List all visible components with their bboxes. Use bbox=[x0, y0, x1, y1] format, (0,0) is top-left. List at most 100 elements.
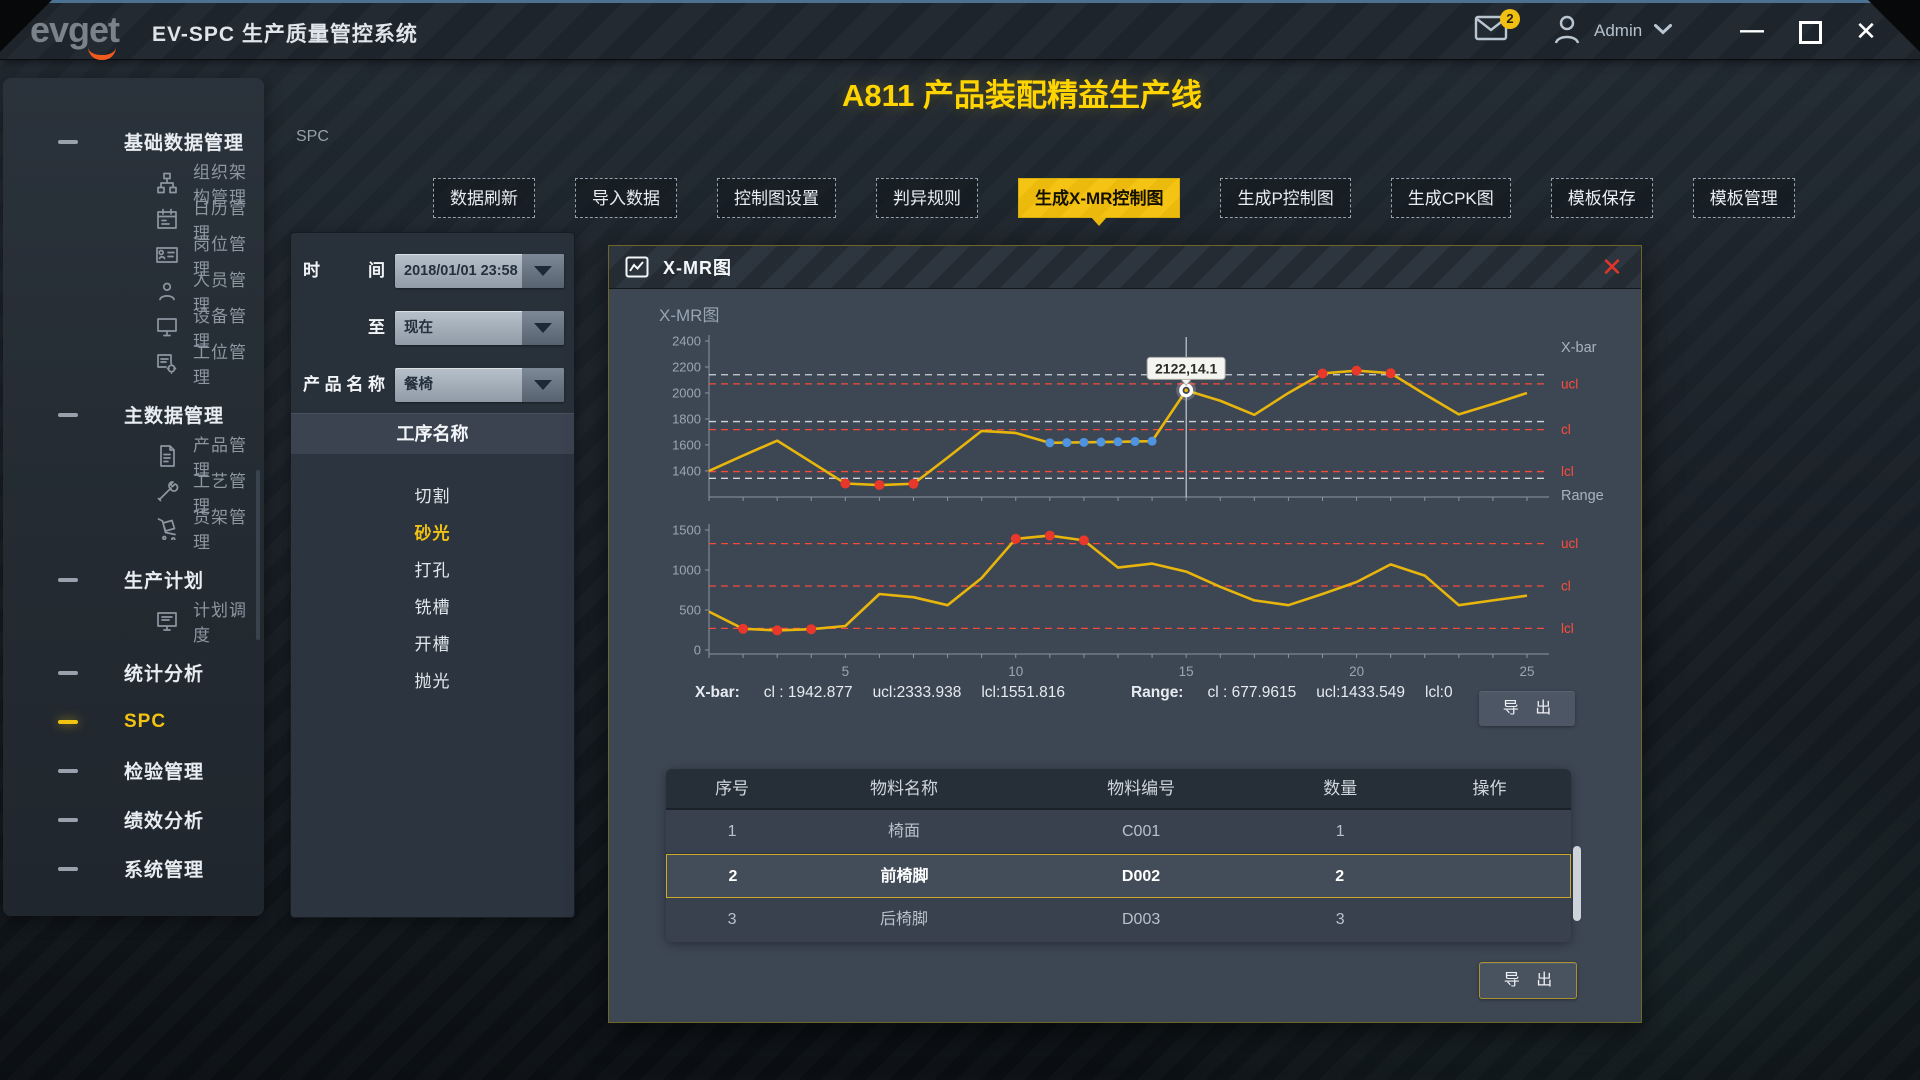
svg-text:15: 15 bbox=[1179, 664, 1194, 679]
svg-text:2122,14.1: 2122,14.1 bbox=[1155, 360, 1217, 376]
chart-icon bbox=[625, 256, 649, 278]
breadcrumb: SPC bbox=[296, 128, 329, 145]
mail-button[interactable]: 2 bbox=[1474, 9, 1520, 51]
sidebar-item[interactable]: 工位管理 bbox=[3, 343, 264, 387]
table-cell: 后椅脚 bbox=[880, 911, 929, 928]
user-menu[interactable]: Admin bbox=[1552, 11, 1673, 51]
section-dash-icon bbox=[58, 577, 78, 582]
sidebar-item[interactable]: 设备管理 bbox=[3, 307, 264, 351]
process-list-header: 工序名称 bbox=[291, 413, 574, 455]
process-item[interactable]: 抛光 bbox=[414, 672, 451, 691]
table-cell bbox=[1408, 810, 1571, 853]
rule-violation-point bbox=[1079, 437, 1089, 447]
toolbar-button[interactable]: 生成P控制图 bbox=[1220, 178, 1351, 218]
sidebar-item[interactable]: 货架管理 bbox=[3, 508, 264, 552]
toolbar-button[interactable]: 导入数据 bbox=[575, 178, 677, 218]
toolbar-button[interactable]: 判异规则 bbox=[876, 178, 978, 218]
sidebar-section-4[interactable]: 统计分析 bbox=[3, 649, 264, 696]
table-header-cell: 数量 bbox=[1323, 779, 1358, 798]
svg-text:0: 0 bbox=[694, 643, 701, 658]
section-label: 检验管理 bbox=[124, 762, 205, 783]
svg-text:ucl: ucl bbox=[1561, 376, 1578, 391]
sidebar-item[interactable]: 人员管理 bbox=[3, 271, 264, 315]
sidebar-item[interactable]: 组织架构管理 bbox=[3, 163, 264, 207]
out-of-control-point bbox=[840, 478, 851, 489]
export-chart-button[interactable]: 导 出 bbox=[1479, 691, 1575, 726]
table-cell: 1 bbox=[1335, 823, 1345, 840]
minimize-button[interactable]: — bbox=[1740, 17, 1764, 44]
sidebar-section-7[interactable]: 绩效分析 bbox=[3, 796, 264, 843]
svg-text:2400: 2400 bbox=[672, 334, 701, 349]
toolbar-button[interactable]: 模板管理 bbox=[1692, 178, 1795, 218]
product-label: 产品名称 bbox=[303, 375, 385, 394]
maximize-button[interactable] bbox=[1790, 11, 1830, 51]
trolley-icon bbox=[155, 516, 179, 542]
calendar-icon bbox=[155, 207, 179, 231]
process-item[interactable]: 铣槽 bbox=[414, 598, 451, 617]
time-to-select[interactable]: 现在 bbox=[395, 311, 564, 345]
toolbar-button[interactable]: 控制图设置 bbox=[717, 178, 836, 218]
xbar-ucl-value: ucl:2333.938 bbox=[872, 684, 962, 701]
sidebar-section-5[interactable]: SPC bbox=[3, 698, 264, 745]
sidebar-item[interactable]: 日历管理 bbox=[3, 199, 264, 243]
time-to-value: 现在 bbox=[404, 320, 433, 336]
table-scrollbar[interactable] bbox=[1573, 846, 1581, 921]
table-row[interactable]: 3 后椅脚 D003 3 bbox=[666, 898, 1571, 942]
dropdown-arrow-icon bbox=[522, 311, 564, 345]
table-cell: 2 bbox=[728, 868, 738, 885]
range-chart: 0 500 1000 1500 5 10 15 20 25 ucl cl lcl Range bbox=[672, 488, 1604, 679]
export-table-button[interactable]: 导 出 bbox=[1479, 962, 1577, 999]
time-from-select[interactable]: 2018/01/01 23:58:01 bbox=[395, 254, 564, 288]
sidebar-item[interactable]: 产品管理 bbox=[3, 436, 264, 480]
sidebar-item-label: 工艺管理 bbox=[193, 472, 247, 516]
process-item[interactable]: 切割 bbox=[414, 487, 451, 506]
xmr-control-chart[interactable]: 1400 1600 1800 2000 2200 2400 ucl cl lcl X-bar 212… bbox=[629, 324, 1623, 696]
svg-text:2200: 2200 bbox=[672, 359, 701, 374]
logo-swoosh-decoration bbox=[88, 47, 116, 60]
toolbar-button[interactable]: 模板保存 bbox=[1550, 178, 1653, 218]
process-item[interactable]: 开槽 bbox=[414, 635, 451, 654]
person-icon bbox=[155, 279, 179, 303]
x-bar-chart: 1400 1600 1800 2000 2200 2400 ucl cl lcl X-bar 212… bbox=[672, 334, 1597, 501]
rule-violation-point bbox=[1113, 437, 1123, 447]
toolbar-button[interactable]: 数据刷新 bbox=[433, 178, 535, 218]
process-item[interactable]: 打孔 bbox=[414, 561, 451, 580]
sidebar-item-label: 计划调度 bbox=[193, 601, 247, 645]
svg-text:1000: 1000 bbox=[672, 563, 701, 578]
page-title: A811 产品装配精益生产线 bbox=[841, 78, 1202, 113]
window-corner-decoration bbox=[0, 0, 52, 52]
table-cell bbox=[1408, 898, 1571, 942]
sidebar-section-3[interactable]: 生产计划 bbox=[3, 556, 264, 603]
toolbar-button[interactable]: 生成CPK图 bbox=[1390, 178, 1511, 218]
product-select[interactable]: 餐椅 bbox=[395, 368, 564, 402]
tools-icon bbox=[155, 480, 179, 504]
time-label: 时间 bbox=[303, 261, 385, 280]
toolbar-button[interactable]: 生成X-MR控制图 bbox=[1018, 178, 1181, 226]
out-of-control-point bbox=[874, 480, 885, 491]
sidebar-item[interactable]: 计划调度 bbox=[3, 601, 264, 645]
svg-text:1500: 1500 bbox=[672, 523, 701, 538]
sidebar-item[interactable]: 岗位管理 bbox=[3, 235, 264, 279]
sidebar-section-1[interactable]: 基础数据管理 bbox=[3, 118, 264, 165]
section-dash-icon bbox=[58, 412, 78, 417]
process-item[interactable]: 砂光 bbox=[414, 524, 451, 543]
sidebar-section-8[interactable]: 系统管理 bbox=[3, 845, 264, 892]
sidebar-item-label: 岗位管理 bbox=[193, 235, 247, 279]
section-label: 主数据管理 bbox=[124, 406, 225, 427]
sidebar-item-label: 组织架构管理 bbox=[193, 163, 247, 207]
sidebar-scrollbar[interactable] bbox=[256, 470, 260, 640]
section-dash-icon bbox=[58, 817, 78, 822]
sidebar-item-label: 货架管理 bbox=[193, 508, 247, 552]
workstation-icon bbox=[155, 351, 179, 375]
window-corner-decoration bbox=[1868, 0, 1920, 52]
sidebar-section-2[interactable]: 主数据管理 bbox=[3, 391, 264, 438]
toolbar: 数据刷新 导入数据 控制图设置 判异规则 生成X-MR控制图 生成P控制图 生成CPK图 模板… bbox=[433, 178, 1795, 226]
section-label: 统计分析 bbox=[124, 664, 205, 685]
table-row[interactable]: 1 椅面 C001 1 bbox=[666, 810, 1571, 854]
sidebar-section-6[interactable]: 检验管理 bbox=[3, 747, 264, 794]
table-header-cell: 物料名称 bbox=[870, 779, 938, 798]
out-of-control-point bbox=[1078, 535, 1089, 546]
table-row[interactable]: 2 前椅脚 D002 2 bbox=[666, 854, 1571, 898]
close-dialog-button[interactable]: ✕ bbox=[1601, 252, 1623, 282]
sidebar-item[interactable]: 工艺管理 bbox=[3, 472, 264, 516]
